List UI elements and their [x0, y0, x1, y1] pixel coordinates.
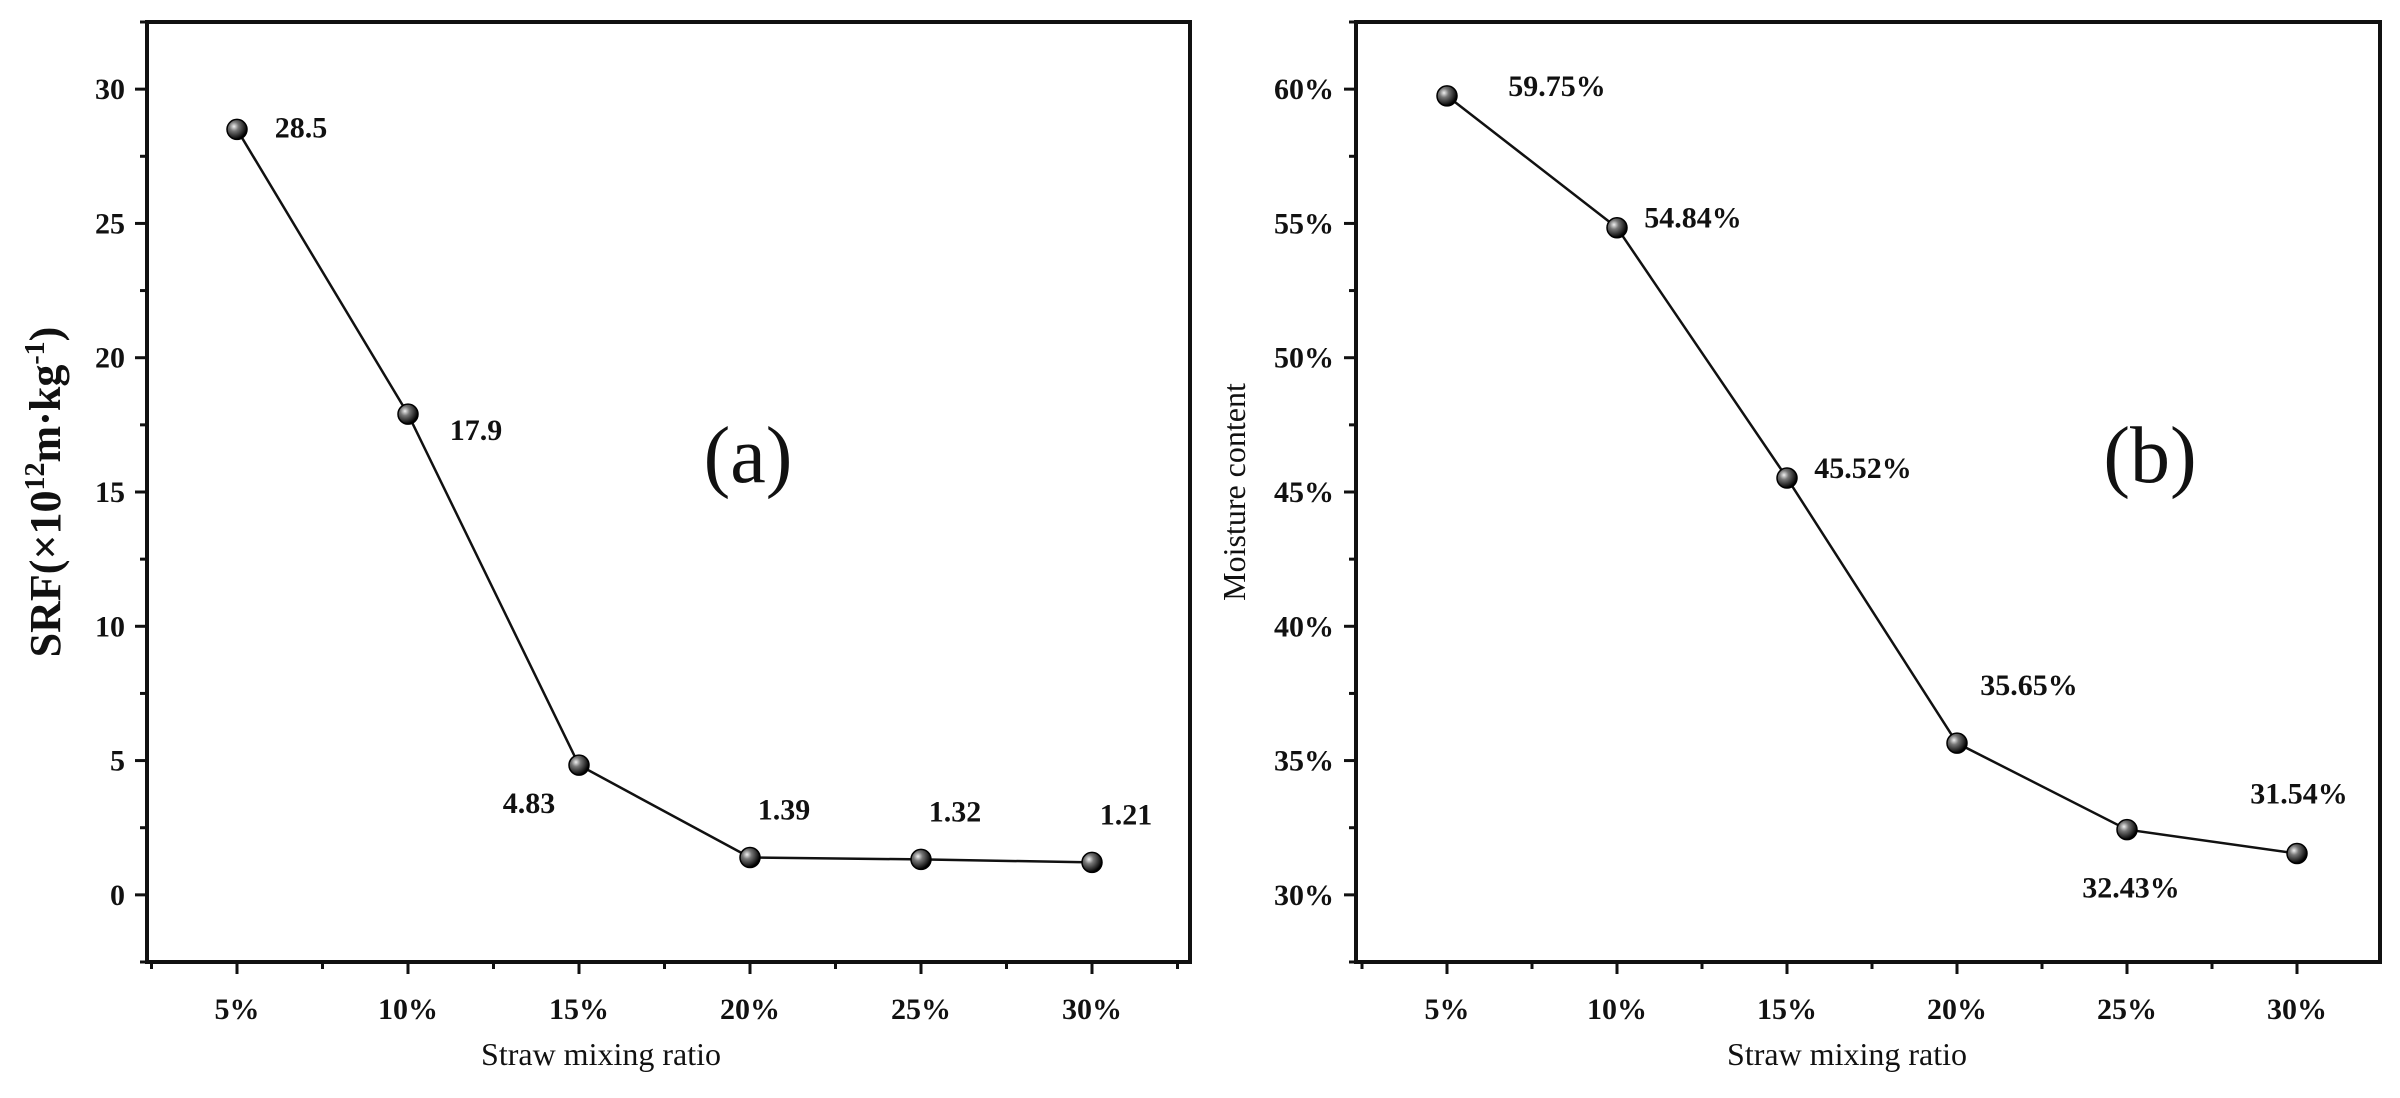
panel-a: 0 5 10 15 20 25 30 5% 10% 15% 20% 25% 30% 28.5 17.9 4… — [20, 20, 1192, 1072]
y-axis-title-a-unit: m·kg — [21, 365, 70, 463]
x-axis-title-a: Straw mixing ratio — [481, 1036, 721, 1072]
data-labels-b: 59.75% 54.84% 45.52% 35.65% 32.43% 31.54% — [1508, 70, 2348, 905]
x-tick-label: 10% — [378, 993, 438, 1026]
data-label: 59.75% — [1508, 70, 1606, 103]
data-label: 17.9 — [450, 414, 503, 447]
y-tick-label: 35% — [1274, 745, 1334, 778]
y-tick-label: 10 — [95, 610, 125, 643]
y-axis-title-a-exp: 12 — [20, 462, 51, 490]
x-axis-a: 5% 10% 15% 20% 25% 30% — [150, 962, 1179, 1026]
x-axis-b: 5% 10% 15% 20% 25% 30% — [1360, 962, 2327, 1026]
y-axis-a: 0 5 10 15 20 25 30 — [95, 20, 147, 964]
markers-a — [226, 118, 1103, 874]
x-tick-label: 30% — [2267, 993, 2327, 1026]
y-axis-title-a-main: SRF(×10 — [21, 490, 70, 657]
data-point — [568, 754, 590, 776]
data-point — [910, 848, 932, 871]
y-axis-b: 30% 35% 40% 45% 50% 55% 60% — [1274, 20, 1356, 964]
markers-b — [1436, 85, 2308, 865]
y-tick-label: 55% — [1274, 207, 1334, 240]
series-line-b — [1446, 94, 2298, 855]
y-tick-label: 60% — [1274, 73, 1334, 106]
data-label: 1.32 — [929, 795, 982, 828]
data-label: 1.21 — [1100, 798, 1153, 831]
x-tick-label: 15% — [1757, 993, 1817, 1026]
data-point — [739, 846, 761, 869]
y-axis-title-b: Moisture content — [1216, 383, 1252, 601]
panel-b: 30% 35% 40% 45% 50% 55% 60% 5% 10% 15% 20% 25% 30% … — [1216, 20, 2382, 1072]
y-tick-label: 30% — [1274, 879, 1334, 912]
x-tick-label: 5% — [215, 993, 260, 1026]
series-line-a — [235, 128, 1093, 864]
data-label: 31.54% — [2250, 777, 2348, 810]
data-point — [2116, 818, 2138, 841]
x-tick-label: 20% — [1927, 993, 1987, 1026]
data-point — [1776, 467, 1798, 489]
y-axis-title-a-unit-exp: -1 — [20, 341, 51, 364]
y-tick-label: 30 — [95, 73, 125, 106]
data-label: 54.84% — [1644, 202, 1742, 235]
data-label: 32.43% — [2082, 872, 2180, 905]
data-point — [1081, 851, 1103, 874]
y-tick-label: 15 — [95, 476, 125, 509]
x-axis-title-b: Straw mixing ratio — [1727, 1036, 1967, 1072]
x-tick-label: 25% — [891, 993, 951, 1026]
data-point — [1606, 216, 1628, 239]
data-labels-a: 28.5 17.9 4.83 1.39 1.32 1.21 — [275, 111, 1153, 831]
x-tick-label: 20% — [720, 993, 780, 1026]
y-tick-label: 25 — [95, 207, 125, 240]
y-tick-label: 5 — [110, 745, 125, 778]
data-point — [226, 118, 248, 141]
y-tick-label: 50% — [1274, 342, 1334, 375]
data-label: 1.39 — [758, 794, 811, 827]
data-label: 4.83 — [503, 787, 556, 820]
panel-label-b: (b) — [2103, 412, 2196, 500]
data-point — [1946, 732, 1968, 754]
y-tick-label: 20 — [95, 342, 125, 375]
panel-label-a: (a) — [704, 412, 793, 500]
y-tick-label: 40% — [1274, 610, 1334, 643]
data-point — [1436, 85, 1458, 107]
y-tick-label: 45% — [1274, 476, 1334, 509]
data-label: 45.52% — [1814, 452, 1912, 485]
x-tick-label: 25% — [2097, 993, 2157, 1026]
data-point — [397, 403, 419, 425]
x-tick-label: 30% — [1062, 993, 1122, 1026]
x-tick-label: 5% — [1425, 993, 1470, 1026]
y-axis-title-a-close: ) — [21, 327, 70, 342]
y-tick-label: 0 — [110, 879, 125, 912]
data-label: 28.5 — [275, 111, 328, 144]
y-axis-title-a: SRF(×1012m·kg-1) — [20, 327, 70, 658]
data-label: 35.65% — [1980, 669, 2078, 702]
plot-frame-b — [1354, 20, 2382, 964]
plot-frame-a — [145, 20, 1192, 964]
data-point — [2286, 842, 2308, 865]
x-tick-label: 10% — [1587, 993, 1647, 1026]
x-tick-label: 15% — [549, 993, 609, 1026]
